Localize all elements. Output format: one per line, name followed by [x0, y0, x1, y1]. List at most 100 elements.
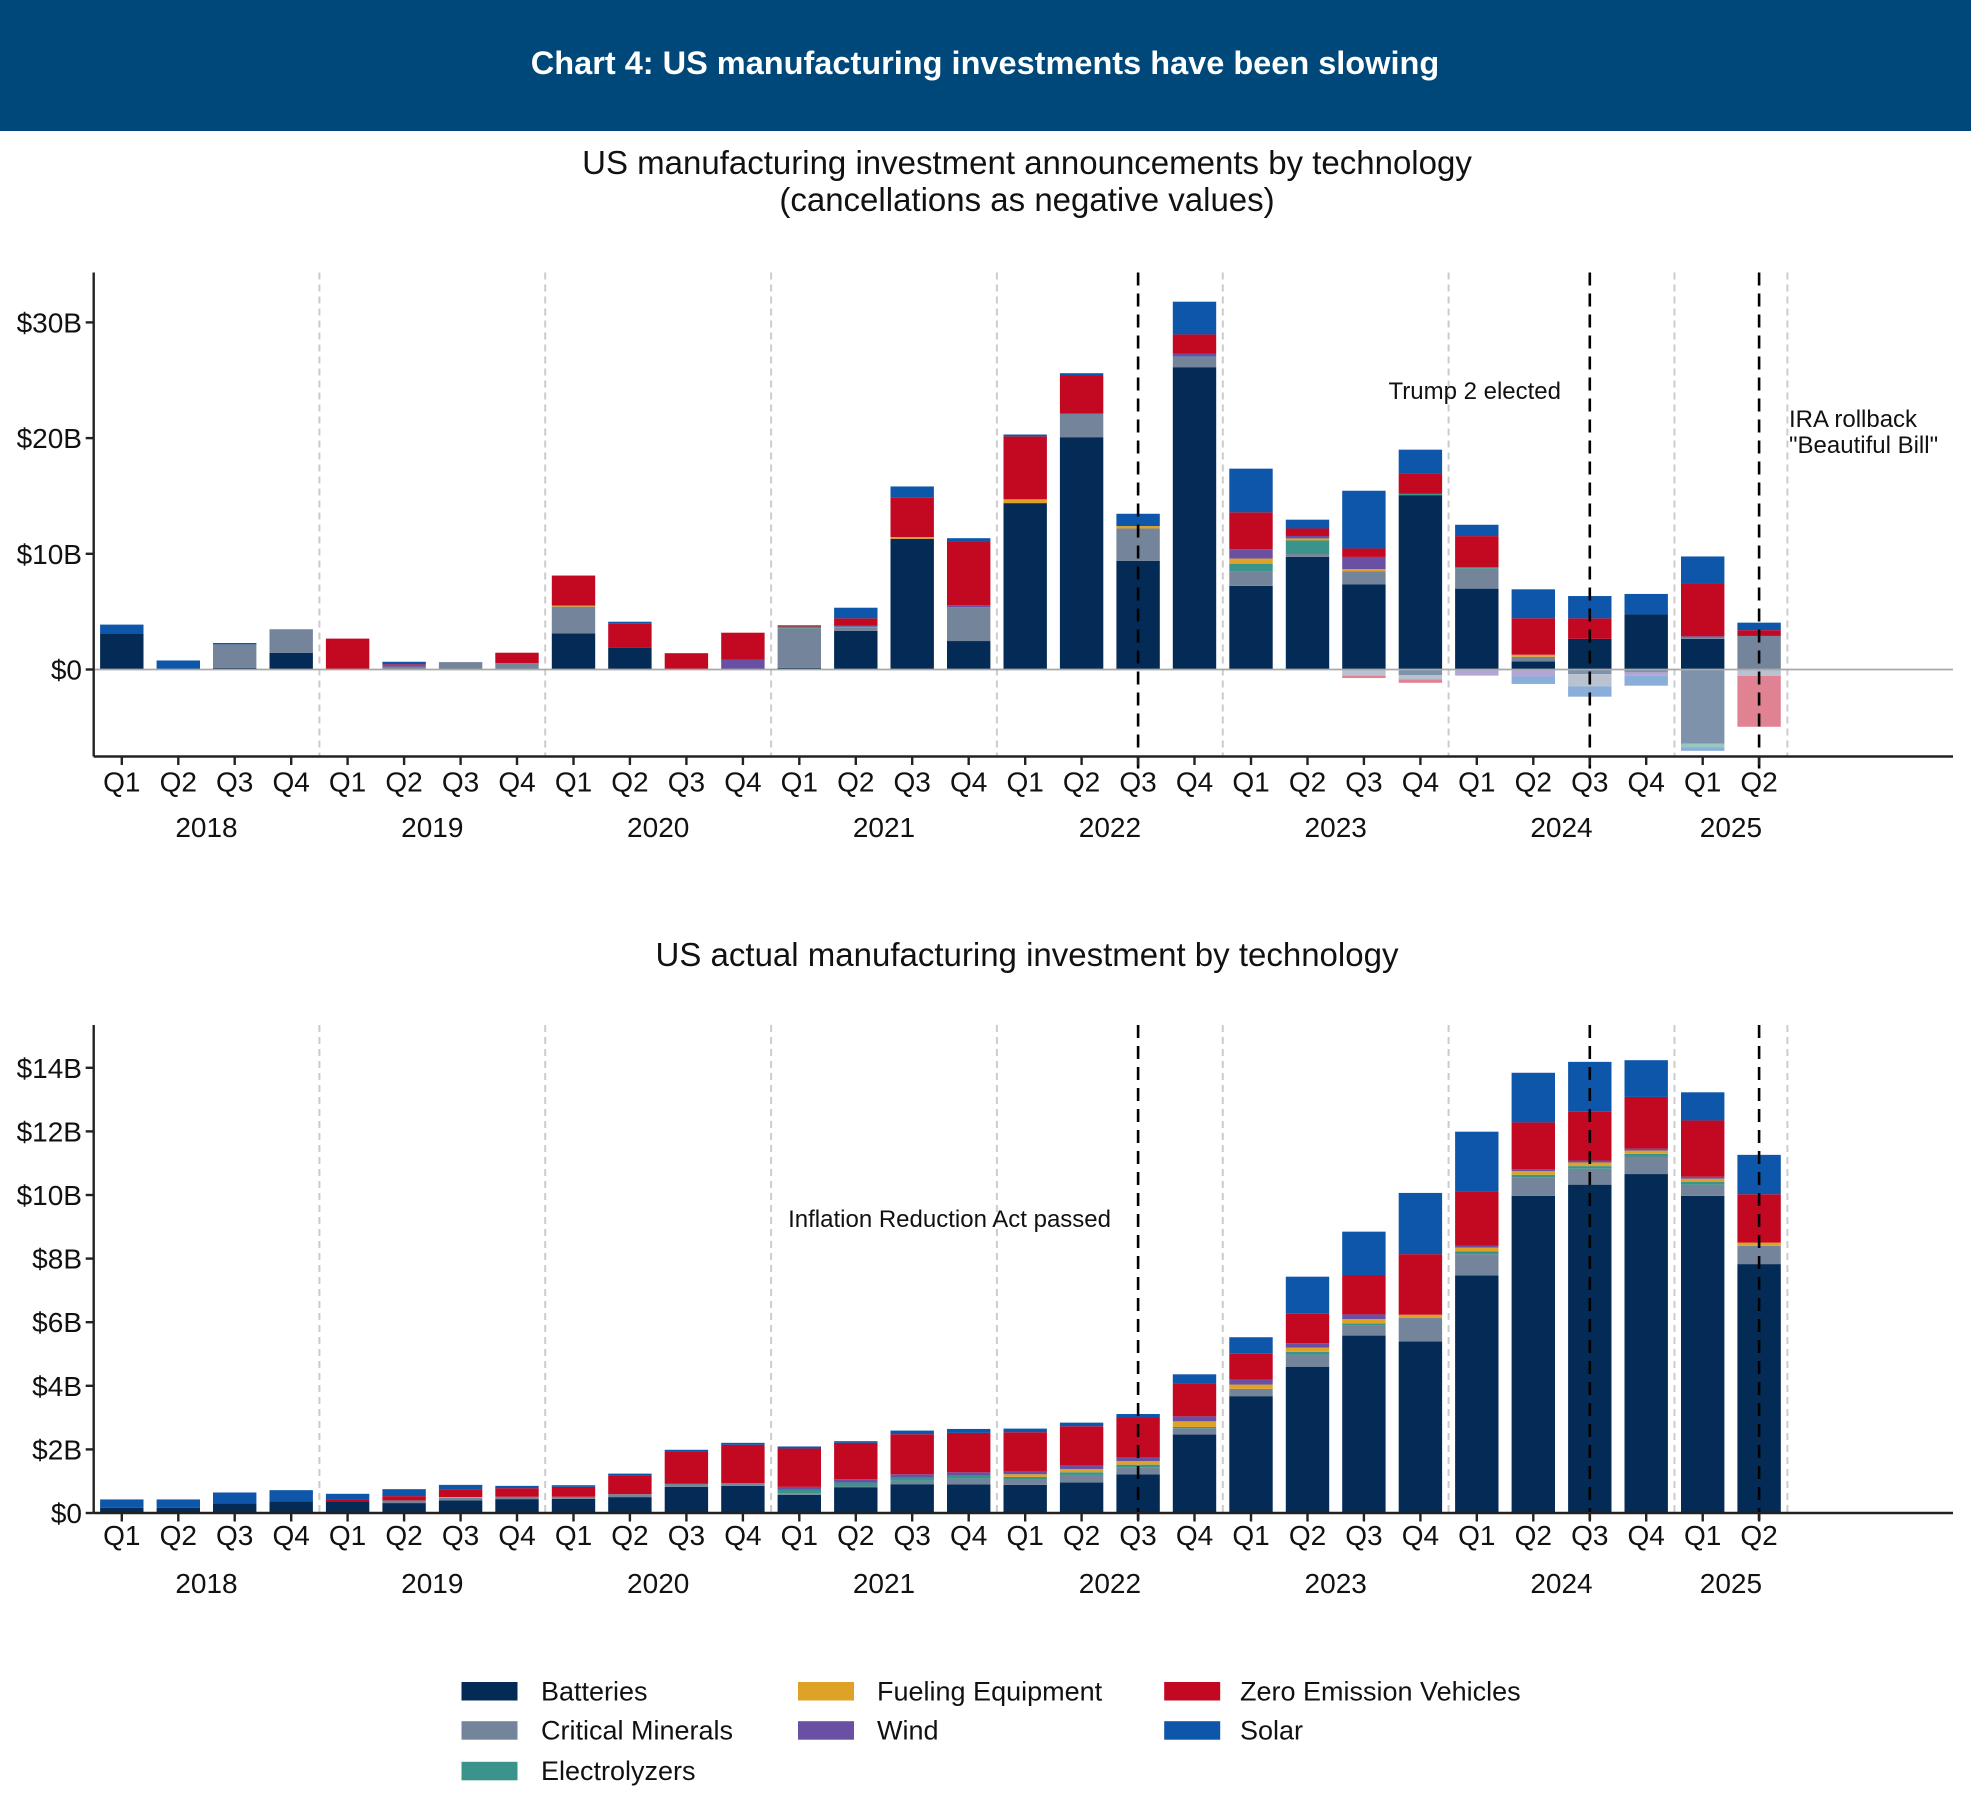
svg-text:Q1: Q1 [1458, 1520, 1495, 1551]
svg-text:Q3: Q3 [1571, 1520, 1608, 1551]
svg-text:Q1: Q1 [555, 1520, 592, 1551]
svg-text:Q4: Q4 [498, 1520, 535, 1551]
svg-text:Solar: Solar [1240, 1716, 1303, 1746]
svg-text:Q2: Q2 [385, 767, 422, 798]
svg-text:$4B: $4B [32, 1371, 82, 1402]
svg-text:Q4: Q4 [1628, 767, 1665, 798]
svg-text:2022: 2022 [1079, 812, 1141, 843]
svg-text:2023: 2023 [1305, 812, 1367, 843]
svg-text:Q3: Q3 [1119, 767, 1156, 798]
svg-text:Inflation Reduction Act passed: Inflation Reduction Act passed [788, 1206, 1111, 1233]
svg-text:Q1: Q1 [1232, 767, 1269, 798]
svg-text:$20B: $20B [17, 423, 82, 454]
svg-text:Q1: Q1 [1007, 767, 1044, 798]
svg-text:Q2: Q2 [1740, 1520, 1777, 1551]
svg-text:Q4: Q4 [724, 1520, 761, 1551]
svg-text:2018: 2018 [175, 1568, 237, 1599]
svg-text:Q2: Q2 [837, 767, 874, 798]
svg-text:"Beautiful Bill": "Beautiful Bill" [1789, 432, 1938, 459]
svg-text:2025: 2025 [1700, 812, 1762, 843]
svg-text:Q1: Q1 [781, 1520, 818, 1551]
svg-text:2023: 2023 [1305, 1568, 1367, 1599]
svg-text:Q2: Q2 [1063, 767, 1100, 798]
svg-text:Q4: Q4 [273, 767, 310, 798]
svg-text:2019: 2019 [401, 812, 463, 843]
svg-text:$10B: $10B [17, 539, 82, 570]
svg-text:Q3: Q3 [894, 767, 931, 798]
svg-text:Q1: Q1 [1684, 767, 1721, 798]
svg-text:Critical Minerals: Critical Minerals [541, 1716, 733, 1746]
svg-text:Q1: Q1 [329, 767, 366, 798]
svg-text:$0: $0 [51, 1498, 82, 1529]
svg-text:Q3: Q3 [894, 1520, 931, 1551]
svg-text:Q4: Q4 [950, 767, 987, 798]
svg-text:Q1: Q1 [103, 1520, 140, 1551]
svg-text:Q2: Q2 [1289, 767, 1326, 798]
svg-text:Q2: Q2 [611, 1520, 648, 1551]
svg-text:Q4: Q4 [498, 767, 535, 798]
svg-text:Q2: Q2 [160, 1520, 197, 1551]
svg-text:2024: 2024 [1530, 812, 1592, 843]
svg-text:Q3: Q3 [442, 1520, 479, 1551]
svg-text:Wind: Wind [877, 1716, 939, 1746]
svg-text:Q2: Q2 [385, 1520, 422, 1551]
svg-text:Q2: Q2 [837, 1520, 874, 1551]
svg-text:2024: 2024 [1530, 1568, 1592, 1599]
svg-text:Q2: Q2 [1515, 1520, 1552, 1551]
svg-text:$10B: $10B [17, 1180, 82, 1211]
svg-text:Q3: Q3 [216, 767, 253, 798]
svg-text:Q1: Q1 [103, 767, 140, 798]
svg-text:Q1: Q1 [1458, 767, 1495, 798]
svg-text:Q4: Q4 [1402, 1520, 1439, 1551]
svg-text:Q2: Q2 [160, 767, 197, 798]
svg-text:Q4: Q4 [273, 1520, 310, 1551]
svg-text:2022: 2022 [1079, 1568, 1141, 1599]
svg-text:Electrolyzers: Electrolyzers [541, 1756, 696, 1786]
svg-text:$14B: $14B [17, 1053, 82, 1084]
svg-text:$30B: $30B [17, 307, 82, 338]
svg-text:Q1: Q1 [329, 1520, 366, 1551]
svg-text:2025: 2025 [1700, 1568, 1762, 1599]
svg-text:Q3: Q3 [442, 767, 479, 798]
svg-text:Batteries: Batteries [541, 1677, 648, 1707]
svg-text:Q1: Q1 [1232, 1520, 1269, 1551]
svg-text:$6B: $6B [32, 1307, 82, 1338]
svg-text:Q1: Q1 [781, 767, 818, 798]
svg-text:Q3: Q3 [668, 1520, 705, 1551]
svg-text:(cancellations as negative val: (cancellations as negative values) [779, 181, 1274, 218]
svg-text:Q4: Q4 [1176, 767, 1213, 798]
svg-text:Q3: Q3 [216, 1520, 253, 1551]
svg-text:Q2: Q2 [611, 767, 648, 798]
svg-text:IRA rollback: IRA rollback [1789, 406, 1918, 433]
svg-text:Q3: Q3 [668, 767, 705, 798]
svg-text:2020: 2020 [627, 1568, 689, 1599]
svg-text:Q3: Q3 [1119, 1520, 1156, 1551]
svg-text:$8B: $8B [32, 1244, 82, 1275]
svg-text:2019: 2019 [401, 1568, 463, 1599]
svg-text:2020: 2020 [627, 812, 689, 843]
svg-text:Q2: Q2 [1740, 767, 1777, 798]
svg-text:Q1: Q1 [1684, 1520, 1721, 1551]
svg-text:Q4: Q4 [724, 767, 761, 798]
svg-text:Q3: Q3 [1345, 767, 1382, 798]
svg-text:2021: 2021 [853, 1568, 915, 1599]
svg-text:Trump 2 elected: Trump 2 elected [1388, 378, 1561, 405]
svg-text:Q2: Q2 [1515, 767, 1552, 798]
svg-text:Fueling Equipment: Fueling Equipment [877, 1677, 1103, 1707]
svg-text:Q4: Q4 [950, 1520, 987, 1551]
svg-text:US manufacturing investment an: US manufacturing investment announcement… [582, 144, 1472, 181]
svg-text:Q4: Q4 [1176, 1520, 1213, 1551]
svg-text:Q2: Q2 [1063, 1520, 1100, 1551]
svg-text:2021: 2021 [853, 812, 915, 843]
svg-text:Zero Emission Vehicles: Zero Emission Vehicles [1240, 1677, 1521, 1707]
svg-text:Q1: Q1 [555, 767, 592, 798]
svg-text:$2B: $2B [32, 1434, 82, 1465]
svg-text:Q2: Q2 [1289, 1520, 1326, 1551]
svg-text:Q3: Q3 [1571, 767, 1608, 798]
svg-text:$0: $0 [51, 655, 82, 686]
svg-text:Chart 4: US manufacturing inve: Chart 4: US manufacturing investments ha… [531, 45, 1439, 81]
svg-text:$12B: $12B [17, 1116, 82, 1147]
svg-text:Q4: Q4 [1402, 767, 1439, 798]
svg-text:US actual manufacturing invest: US actual manufacturing investment by te… [656, 936, 1399, 973]
svg-text:Q4: Q4 [1628, 1520, 1665, 1551]
